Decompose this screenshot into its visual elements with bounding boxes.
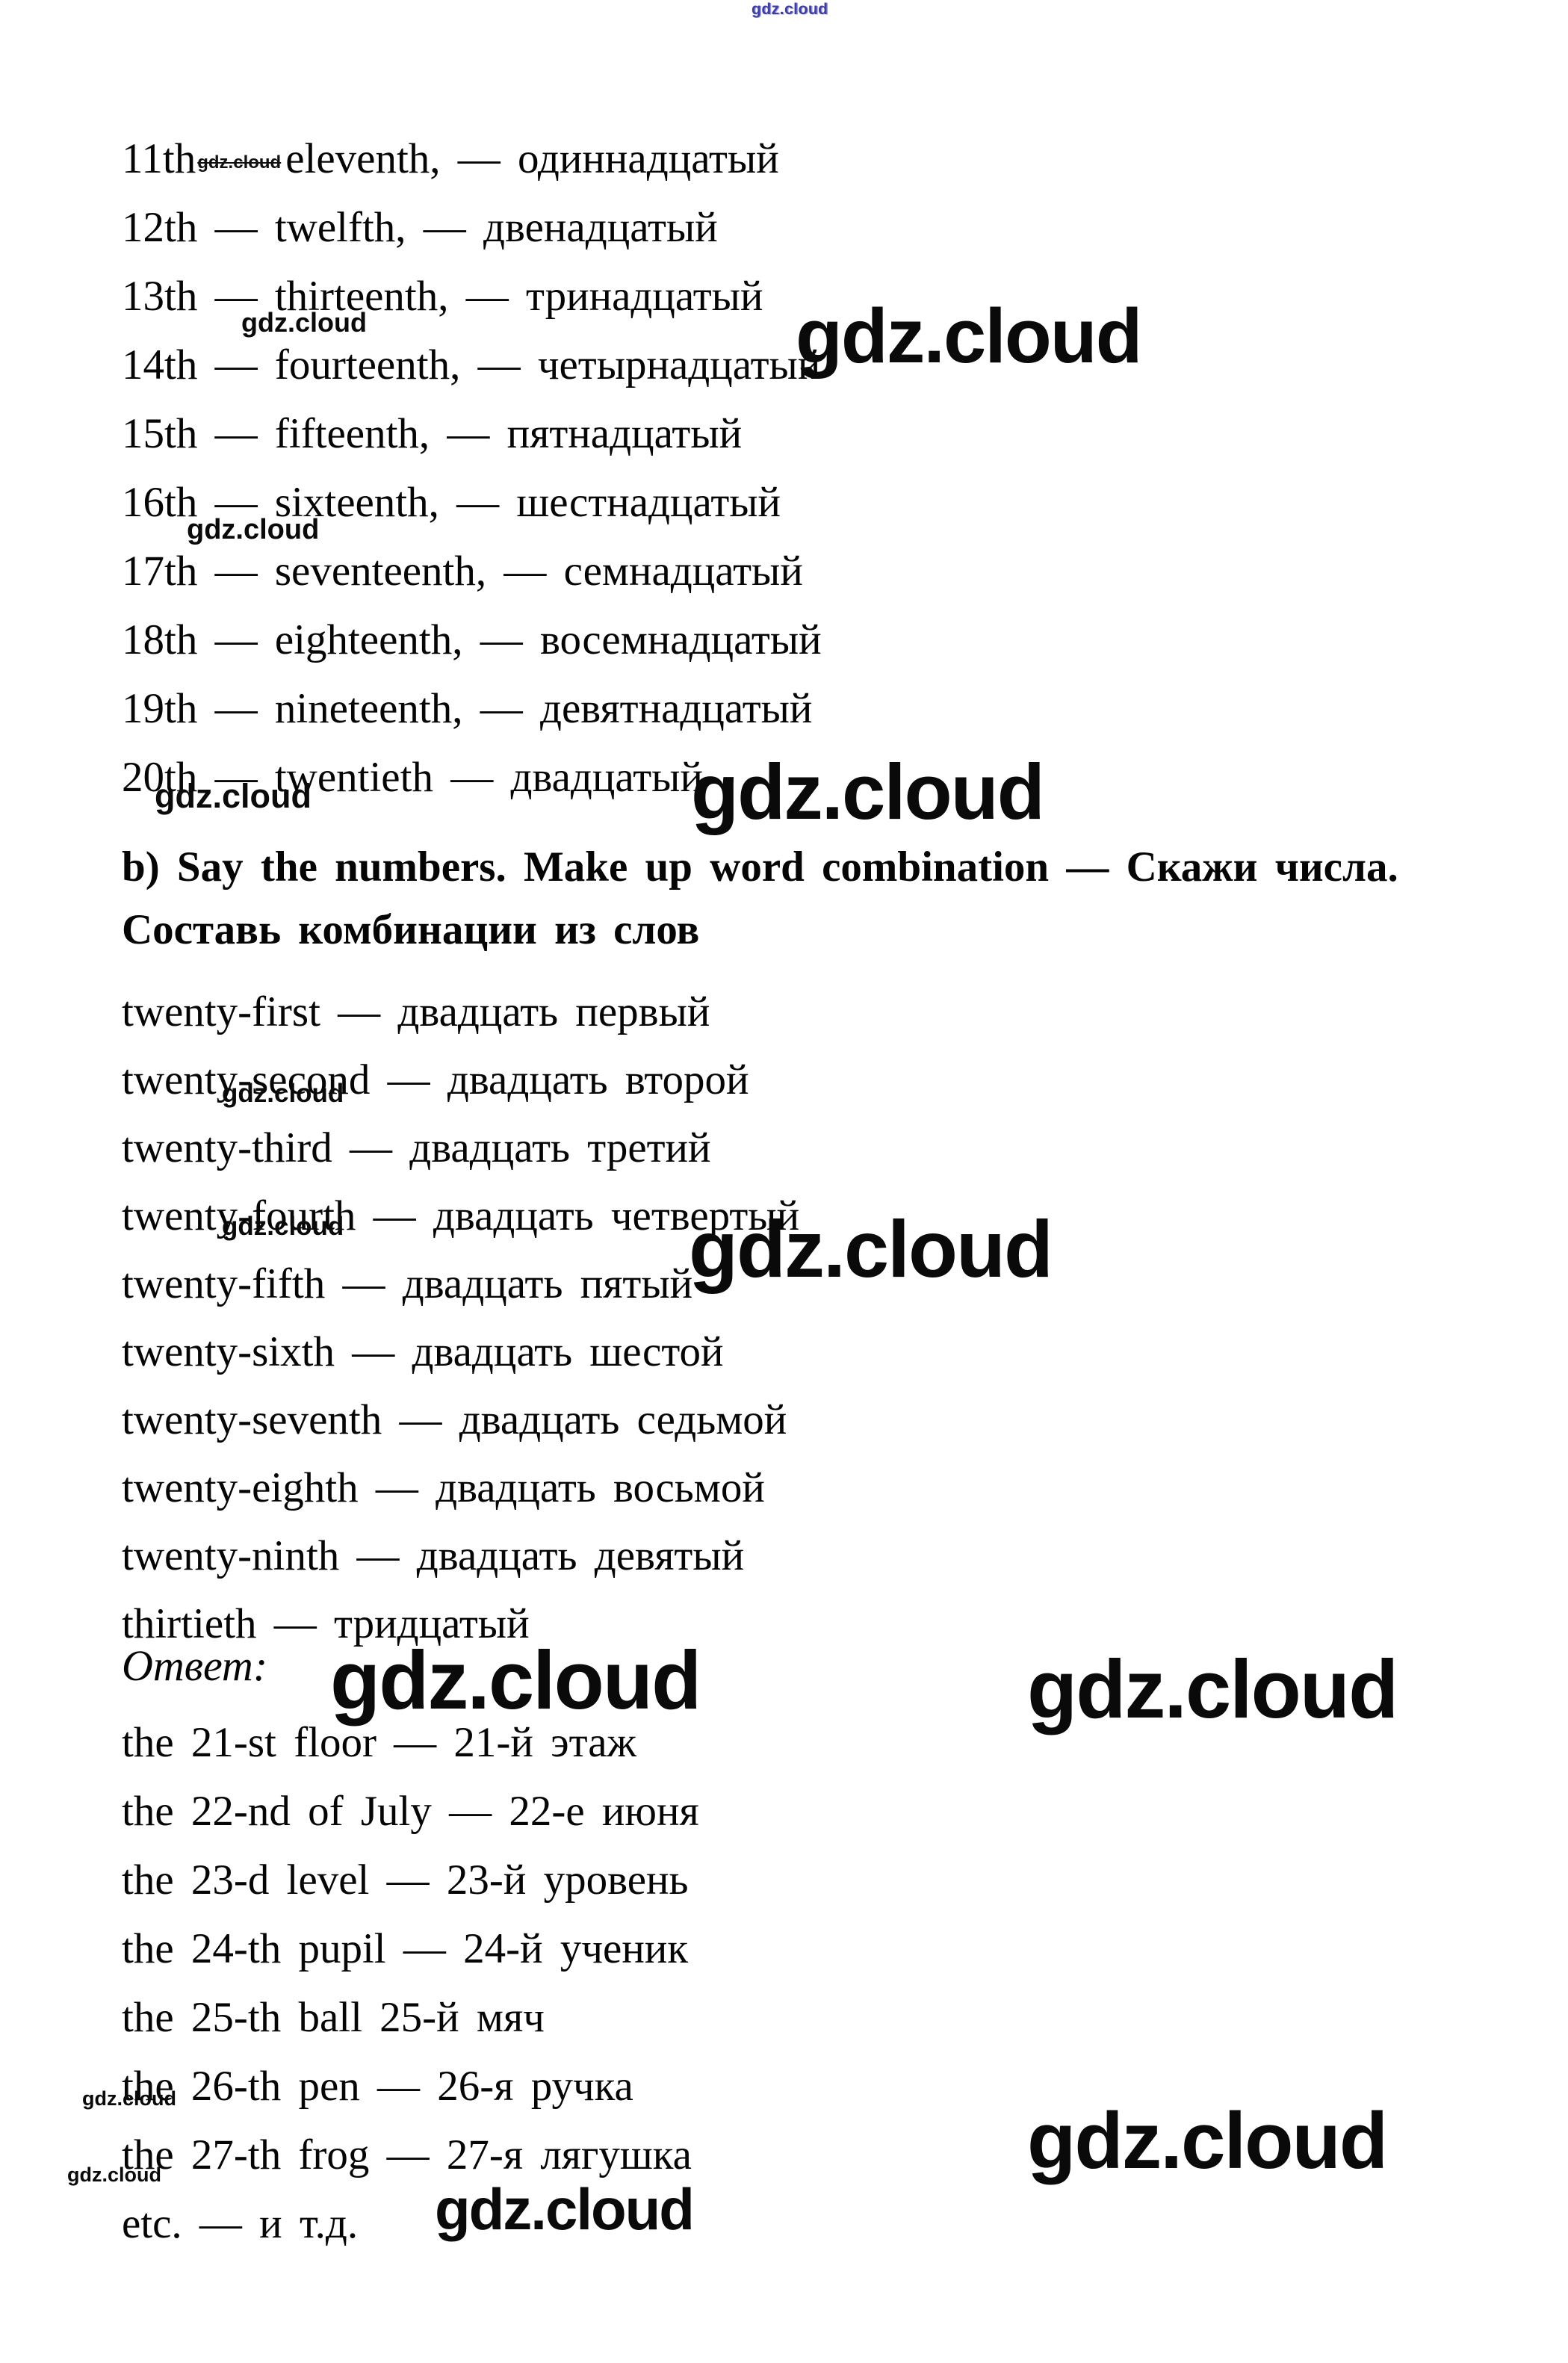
watermark-large-14th-row: gdz.cloud [796, 293, 1143, 379]
ordinal-line-21: twenty-first — двадцать первый [122, 988, 710, 1035]
ordinal-line-20: 20th — twentieth — двадцатый [122, 754, 703, 801]
watermark-small-above-task: gdz.cloud [155, 777, 312, 815]
ordinal-line-25: twenty-fifth — двадцать пятый [122, 1260, 693, 1307]
answer-line-27th-frog: the 27-th frog — 27-я лягушка [122, 2131, 692, 2178]
answer-line-22nd-july: the 22-nd of July — 22-е июня [122, 1788, 699, 1835]
watermark-large-frog-row-right: gdz.cloud [1027, 2096, 1388, 2185]
ordinal-line-24: twenty-fourth — двадцать четвертый [122, 1192, 800, 1239]
ordinal-line-19: 19th — nineteenth, — девятнадцатый [122, 685, 813, 732]
ordinal-line-14: 14th — fourteenth, — четырнадцатый [122, 341, 821, 388]
ordinal-line-22: twenty-second — двадцать второй [122, 1056, 749, 1103]
ordinal-11-rest: eleventh, — одиннадцатый [285, 135, 779, 182]
answer-list: the 21-st floor — 21-й этаж the 22-nd of… [122, 1718, 699, 2268]
ordinal-line-12: 12th — twelfth, — двенадцатый [122, 204, 718, 251]
ordinals-11-20-list: 11thgdz.cloud eleventh, — одиннадцатый 12… [122, 134, 822, 822]
ordinal-line-28: twenty-eighth — двадцать восьмой [122, 1464, 765, 1511]
ordinal-line-13: 13th — thirteenth, — тринадцатый [122, 273, 763, 320]
answer-line-26th-pen: the 26-th pen — 26-я ручка [122, 2063, 633, 2110]
ordinal-line-23: twenty-third — двадцать третий [122, 1124, 711, 1171]
watermark-large-answer-left: gdz.cloud [330, 1635, 701, 1726]
answer-label: Ответ: [122, 1641, 268, 1690]
task-heading-line1: b) Say the numbers. Make up word combina… [122, 843, 1398, 891]
ordinal-line-15: 15th — fifteenth, — пятнадцатый [122, 410, 743, 457]
watermark-small-above-25th: gdz.cloud [222, 1212, 344, 1241]
watermark-small-below-26th-pen: gdz.cloud [82, 2087, 176, 2110]
answer-line-25th-ball: the 25-th ball 25-й мяч [122, 1994, 545, 2041]
ordinal-line-26: twenty-sixth — двадцать шестой [122, 1328, 724, 1375]
watermark-large-answer-right: gdz.cloud [1027, 1644, 1398, 1735]
watermark-small-above-17th: gdz.cloud [187, 514, 320, 545]
task-heading: b) Say the numbers. Make up word combina… [122, 843, 1398, 968]
watermark-large-20th-row: gdz.cloud [691, 749, 1045, 836]
watermark-inline-11th: gdz.cloud [197, 152, 282, 173]
ordinal-line-16: 16th — sixteenth, — шестнадцатый [122, 479, 781, 526]
watermark-small-above-23rd: gdz.cloud [222, 1079, 344, 1108]
watermark-top-small: gdz.cloud [752, 1, 828, 18]
ordinal-line-18: 18th — eighteenth, — восемнадцатый [122, 616, 822, 663]
task-heading-line2: Составь комбинации из слов [122, 906, 700, 953]
ordinal-line-29: twenty-ninth — двадцать девятый [122, 1532, 745, 1579]
answer-line-23d-level: the 23-d level — 23-й уровень [122, 1856, 689, 1904]
ordinal-line-17: 17th — seventeenth, — семнадцатый [122, 548, 803, 595]
watermark-large-25th-row: gdz.cloud [689, 1204, 1053, 1294]
watermark-small-above-14th: gdz.cloud [241, 307, 367, 338]
ordinal-line-11: 11thgdz.cloud eleventh, — одиннадцатый [122, 134, 822, 203]
ordinal-line-30: thirtieth — тридцатый [122, 1600, 530, 1647]
watermark-large-etc-row: gdz.cloud [435, 2176, 695, 2242]
answer-line-21st-floor: the 21-st floor — 21-й этаж [122, 1719, 636, 1766]
ordinals-21-30-list: twenty-first — двадцать первый twenty-se… [122, 988, 799, 1667]
ordinal-11-prefix: 11th [122, 135, 196, 182]
ordinal-line-27: twenty-seventh — двадцать седьмой [122, 1396, 787, 1443]
answer-line-etc: etc. — и т.д. [122, 2200, 359, 2247]
watermark-small-above-etc: gdz.cloud [67, 2164, 161, 2186]
answer-line-24th-pupil: the 24-th pupil — 24-й ученик [122, 1925, 689, 1972]
